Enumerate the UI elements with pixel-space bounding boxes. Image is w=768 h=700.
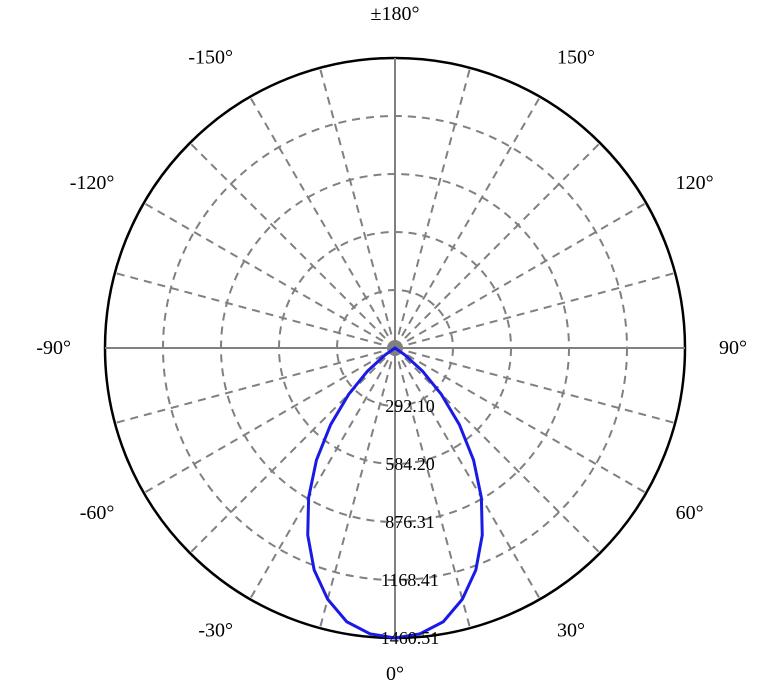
- radial-tick-label: 292.10: [385, 396, 435, 416]
- angle-label: -30°: [198, 620, 233, 642]
- angle-label: 0°: [386, 663, 404, 685]
- radial-tick-label: 584.20: [385, 454, 435, 474]
- angle-label: 150°: [557, 46, 595, 68]
- radial-tick-label: 1460.51: [381, 628, 440, 648]
- angle-label: -60°: [80, 502, 115, 524]
- angle-label: 30°: [557, 620, 585, 642]
- angle-label: 60°: [676, 502, 704, 524]
- radial-tick-label: 1168.41: [381, 570, 439, 590]
- angle-label: -150°: [188, 46, 233, 68]
- angle-label: 90°: [719, 337, 747, 359]
- polar-chart-svg: 292.10 584.20 876.31 1168.41 1460.51 0° 30° 60°…: [0, 0, 768, 700]
- radial-tick-label: 876.31: [385, 512, 435, 532]
- angle-label: -90°: [36, 337, 71, 359]
- angle-label: ±180°: [371, 3, 420, 25]
- angle-label: -120°: [70, 172, 115, 194]
- polar-chart: 292.10 584.20 876.31 1168.41 1460.51 0° 30° 60°…: [0, 0, 768, 700]
- angle-label: 120°: [676, 172, 714, 194]
